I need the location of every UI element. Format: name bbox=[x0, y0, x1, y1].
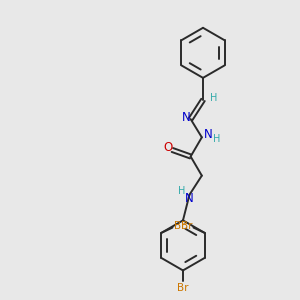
Text: H: H bbox=[210, 94, 217, 103]
Text: Br: Br bbox=[181, 220, 192, 230]
Text: N: N bbox=[182, 111, 190, 124]
Text: O: O bbox=[163, 141, 172, 154]
Text: H: H bbox=[213, 134, 220, 144]
Text: N: N bbox=[184, 192, 193, 205]
Text: H: H bbox=[178, 186, 185, 196]
Text: Br: Br bbox=[174, 220, 185, 230]
Text: Br: Br bbox=[177, 283, 189, 293]
Text: N: N bbox=[204, 128, 213, 142]
